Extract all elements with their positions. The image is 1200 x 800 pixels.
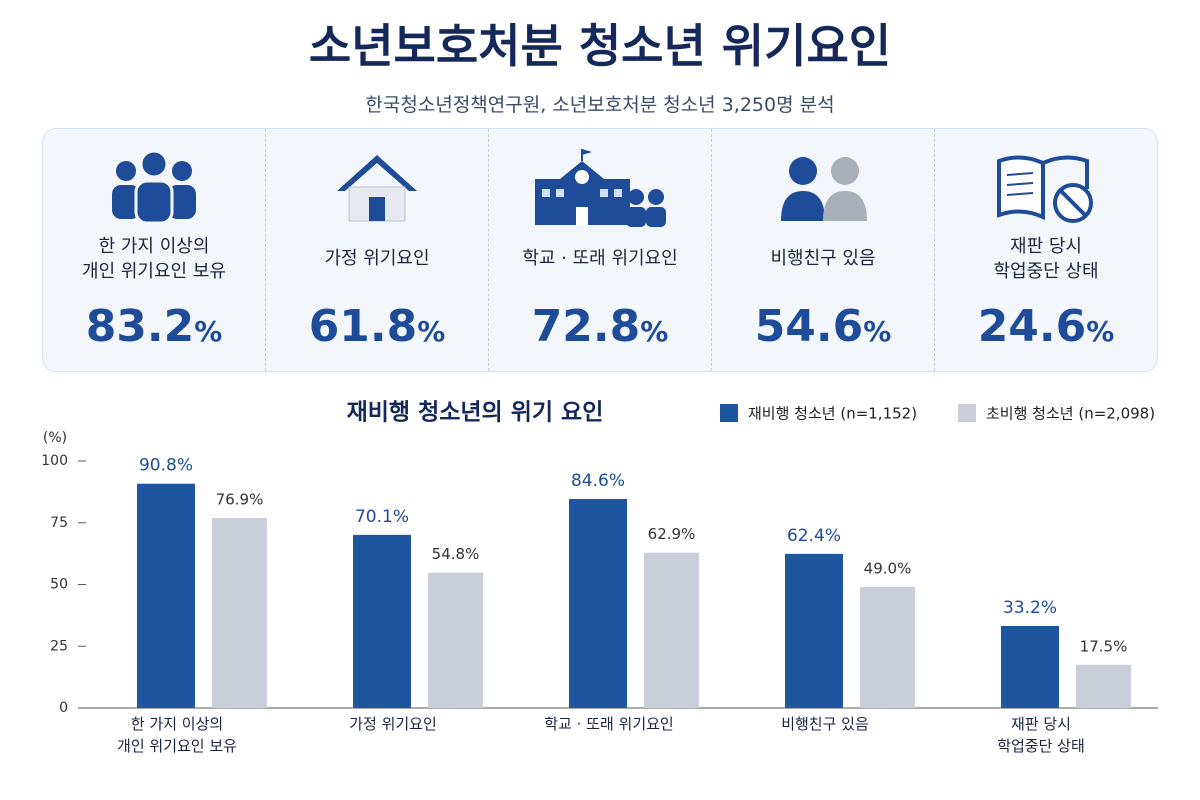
stat-number: 54.6 [754,301,864,352]
page-title: 소년보호처분 청소년 위기요인 [308,19,892,73]
stat-number: 61.8 [308,301,418,352]
school-icon [535,149,666,227]
legend-label: 초비행 청소년 (n=2,098) [986,405,1155,423]
chart-title: 재비행 청소년의 위기 요인 [347,400,604,426]
stat-label: 학교 · 또래 위기요인 [522,248,678,270]
legend-label: 재비행 청소년 (n=1,152) [748,405,917,423]
value-label: 54.8% [432,545,480,563]
bar [1076,664,1131,708]
stat-value: 54.6% [712,301,934,352]
stat-label: 비행친구 있음 [770,248,876,270]
y-tick-label: 75 [50,515,68,531]
value-label: 49.0% [864,559,912,577]
bar [353,534,411,708]
stat-unit: % [1086,315,1115,348]
x-tick-label: 학교 · 또래 위기요인 [544,715,674,733]
y-tick-label: 100 [41,453,68,469]
x-tick-label: 가정 위기요인 [349,715,437,733]
bar [644,552,699,708]
stat-card: 가정 위기요인 61.8% [265,129,488,371]
bar [137,483,195,708]
stat-number: 72.8 [531,301,641,352]
x-tick-label: 비행친구 있음 [781,715,869,733]
stat-value: 24.6% [935,301,1157,352]
value-label: 62.9% [648,525,696,543]
value-label: 84.6% [571,471,625,491]
stat-unit: % [194,315,223,348]
stat-unit: % [863,315,892,348]
y-tick-label: 0 [59,700,68,716]
stat-card: 비행친구 있음 54.6% [711,129,934,371]
book-icon [997,155,1093,223]
bar [860,586,915,708]
stat-number: 24.6 [977,301,1087,352]
people-icon [112,149,196,224]
bar [212,518,267,708]
value-label: 70.1% [355,507,409,527]
stat-unit: % [417,315,446,348]
bar [1001,625,1059,708]
value-label: 76.9% [216,491,264,509]
stat-unit: % [640,315,669,348]
stat-card: 학교 · 또래 위기요인 72.8% [488,129,711,371]
x-tick-label: 재판 당시 학업중단 상태 [997,715,1085,755]
bar [569,499,627,708]
stat-number: 83.2 [85,301,195,352]
y-tick-label: 25 [50,638,68,654]
bar [785,553,843,708]
stat-label: 한 가지 이상의 개인 위기요인 보유 [82,235,226,282]
y-tick-label: 50 [50,577,68,593]
legend-swatch [720,404,738,422]
y-axis-label: (%) [43,430,67,446]
page-subtitle: 한국청소년정책연구원, 소년보호처분 청소년 3,250명 분석 [365,94,835,116]
stat-label: 가정 위기요인 [324,248,430,270]
x-tick-label: 한 가지 이상의 개인 위기요인 보유 [117,715,237,755]
house-icon [337,155,417,222]
legend-swatch [958,404,976,422]
value-label: 17.5% [1080,637,1128,655]
stat-card: 재판 당시 학업중단 상태 24.6% [934,129,1157,371]
value-label: 62.4% [787,526,841,546]
stat-card: 한 가지 이상의 개인 위기요인 보유 83.2% [43,129,265,371]
stat-label: 재판 당시 학업중단 상태 [993,235,1099,282]
stat-value: 72.8% [489,301,711,352]
stat-value: 61.8% [266,301,488,352]
stat-value: 83.2% [43,301,265,352]
stat-panel: 한 가지 이상의 개인 위기요인 보유 83.2% 가정 위기요인 61.8% … [42,128,1158,372]
value-label: 90.8% [139,456,193,476]
friends-icon [781,157,867,221]
value-label: 33.2% [1003,598,1057,618]
bar [428,572,483,708]
